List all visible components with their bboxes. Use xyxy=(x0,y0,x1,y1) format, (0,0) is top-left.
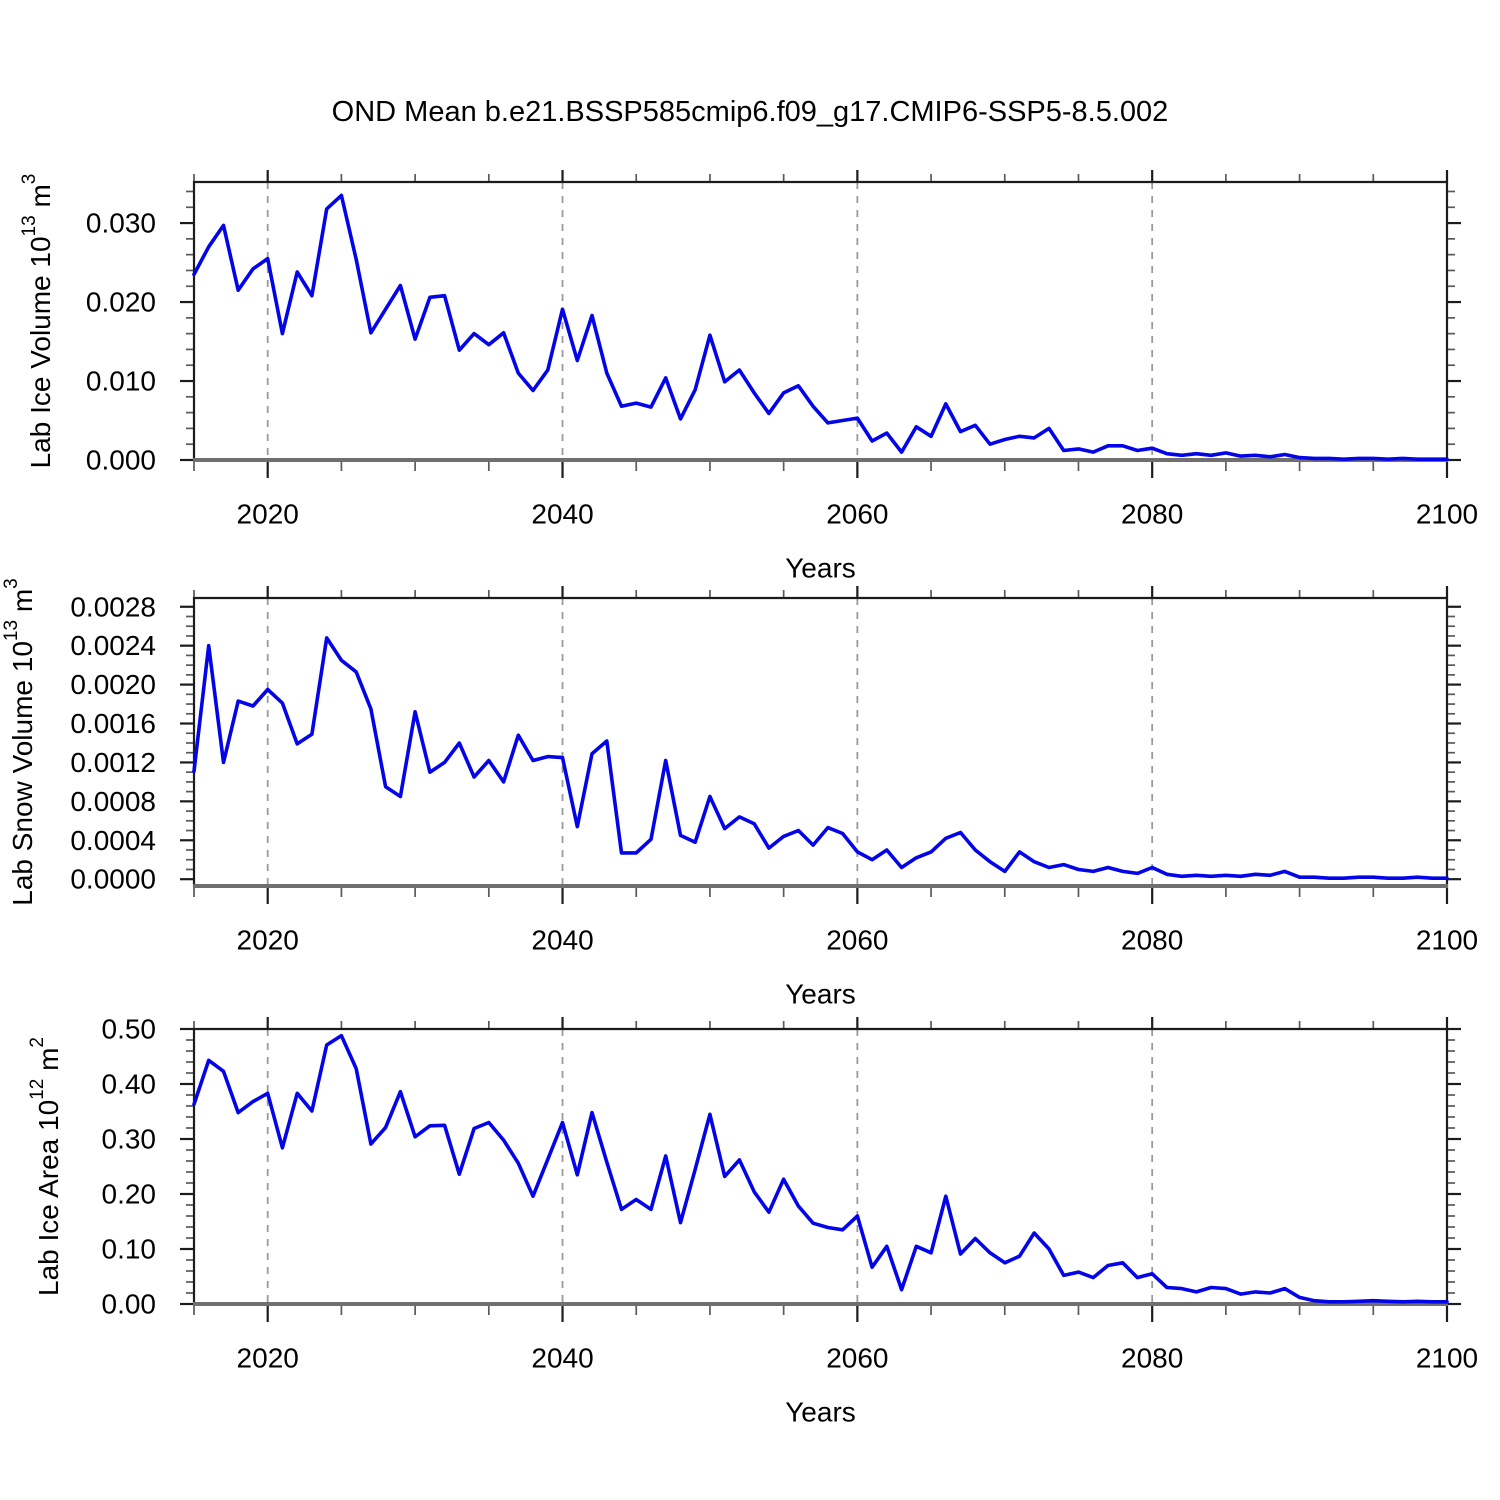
y-tick-label: 0.40 xyxy=(102,1069,157,1100)
plot-frame xyxy=(192,180,1449,460)
y-tick-label: 0.10 xyxy=(102,1234,157,1265)
x-tick-label: 2100 xyxy=(1416,499,1478,530)
y-tick-label: 0.000 xyxy=(86,445,156,476)
x-tick-label: 2020 xyxy=(237,925,299,956)
data-line-3 xyxy=(192,1033,1449,1304)
x-tick-label: 2060 xyxy=(826,925,888,956)
x-tick-label: 2040 xyxy=(531,499,593,530)
y-tick-label: 0.0020 xyxy=(70,669,156,700)
y-tick-label: 0.00 xyxy=(102,1289,157,1320)
y-tick-label: 0.30 xyxy=(102,1124,157,1155)
x-axis-title: Years xyxy=(785,553,856,584)
y-tick-label: 0.0008 xyxy=(70,786,156,817)
x-tick-label: 2100 xyxy=(1416,925,1478,956)
x-tick-label: 2060 xyxy=(826,499,888,530)
chart-panel-3: 2020 2040 2060 2080 2100 0.00 0.10 0.20 0.30 0.40… xyxy=(27,1014,1479,1428)
data-line-1 xyxy=(192,193,1449,462)
x-tick-label: 2020 xyxy=(237,1343,299,1374)
data-line-2 xyxy=(192,636,1449,881)
y-axis-title: Lab Ice Volume 1013 m3 xyxy=(19,174,56,469)
y-tick-label: 0.010 xyxy=(86,366,156,397)
x-tick-label: 2040 xyxy=(531,1343,593,1374)
y-axis-title: Lab Ice Area 1012 m2 xyxy=(27,1037,64,1296)
x-tick-label: 2080 xyxy=(1121,499,1183,530)
x-tick-label: 2080 xyxy=(1121,1343,1183,1374)
y-tick-label: 0.0004 xyxy=(70,825,156,856)
y-axis-title: Lab Snow Volume 1013 m3 xyxy=(1,578,38,905)
y-tick-label: 0.20 xyxy=(102,1179,157,1210)
chart-panel-2: 2020 2040 2060 2080 2100 0.0000 0.0004 0.0008 0.… xyxy=(1,578,1479,1009)
y-tick-label: 0.0028 xyxy=(70,591,156,622)
y-tick-label: 0.0016 xyxy=(70,708,156,739)
y-tick-label: 0.0000 xyxy=(70,864,156,895)
x-tick-label: 2020 xyxy=(237,499,299,530)
y-tick-label: 0.020 xyxy=(86,287,156,318)
x-axis-title: Years xyxy=(785,1397,856,1428)
x-axis-title: Years xyxy=(785,979,856,1010)
x-tick-label: 2100 xyxy=(1416,1343,1478,1374)
chart-panel-1: 2020 2040 2060 2080 2100 0.000 0.010 0.020 0.030… xyxy=(19,170,1478,584)
x-tick-label: 2080 xyxy=(1121,925,1183,956)
plot-frame xyxy=(192,1027,1449,1304)
figure-title: OND Mean b.e21.BSSP585cmip6.f09_g17.CMIP… xyxy=(331,96,1169,128)
y-tick-label: 0.030 xyxy=(86,208,156,239)
y-tick-label: 0.0012 xyxy=(70,747,156,778)
y-tick-label: 0.0024 xyxy=(70,630,156,661)
x-tick-label: 2040 xyxy=(531,925,593,956)
x-tick-label: 2060 xyxy=(826,1343,888,1374)
plot-frame xyxy=(192,596,1449,886)
y-tick-label: 0.50 xyxy=(102,1014,157,1045)
